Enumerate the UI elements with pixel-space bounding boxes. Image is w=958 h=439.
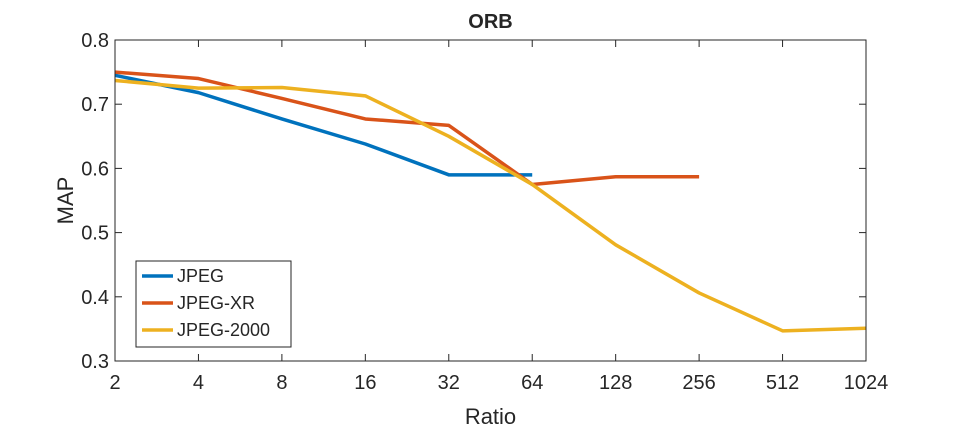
legend-label-jpeg-xr: JPEG-XR — [177, 293, 255, 313]
x-tick-label: 8 — [276, 372, 287, 394]
x-axis-title: Ratio — [465, 404, 516, 429]
y-tick-label: 0.3 — [81, 351, 109, 373]
x-tick-label: 256 — [682, 372, 715, 394]
x-tick-label: 128 — [599, 372, 632, 394]
chart-title: ORB — [468, 11, 512, 33]
x-tick-label: 512 — [766, 372, 799, 394]
y-tick-label: 0.5 — [81, 223, 109, 245]
y-tick-label: 0.8 — [81, 30, 109, 52]
legend-label-jpeg: JPEG — [177, 266, 224, 286]
x-tick-label: 2 — [109, 372, 120, 394]
x-tick-label: 1024 — [844, 372, 889, 394]
y-tick-label: 0.7 — [81, 94, 109, 116]
x-tick-label: 4 — [193, 372, 204, 394]
y-tick-label: 0.6 — [81, 158, 109, 180]
y-tick-label: 0.4 — [81, 287, 109, 309]
axes-layer: 2 4 8 16 32 64 128 256 512 1024 0.3 0.4 0.5 0.6 0.7 0.8 — [81, 30, 888, 394]
legend: JPEG JPEG-XR JPEG-2000 — [135, 260, 292, 348]
series-layer — [114, 70, 867, 333]
series-line-jpeg-xr — [114, 70, 700, 187]
y-axis-title: MAP — [53, 177, 78, 225]
x-tick-label: 16 — [354, 372, 376, 394]
x-tick-label: 32 — [438, 372, 460, 394]
legend-label-jpeg-2000: JPEG-2000 — [177, 320, 270, 340]
x-tick-label: 64 — [521, 372, 543, 394]
series-line-jpeg-2000 — [114, 78, 867, 333]
plot-frame — [114, 39, 867, 362]
series-line-jpeg — [114, 73, 533, 177]
